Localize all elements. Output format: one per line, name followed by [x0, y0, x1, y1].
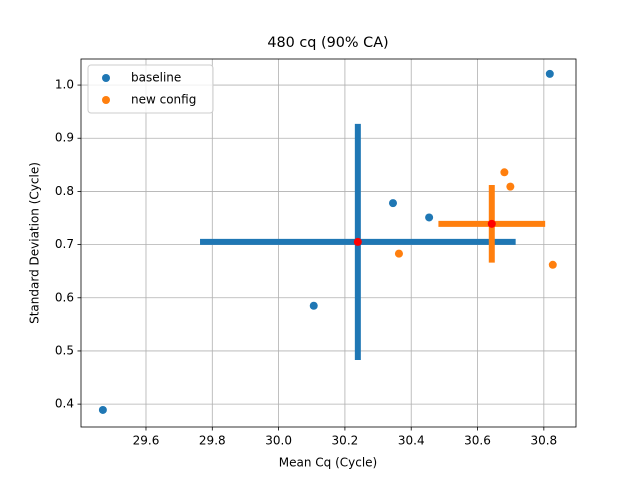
x-tick-label: 30.6 [464, 434, 491, 448]
legend-marker [102, 96, 110, 104]
legend-marker [102, 74, 110, 82]
x-tick-label: 30.8 [530, 434, 557, 448]
x-tick-label: 30.4 [398, 434, 425, 448]
x-tick-label: 29.6 [133, 434, 160, 448]
legend-box [87, 64, 214, 114]
legend: baseline new config [87, 64, 214, 114]
legend-label: baseline [131, 71, 181, 85]
x-tick-label: 30.2 [332, 434, 359, 448]
mean-point [353, 237, 362, 246]
point [98, 405, 107, 414]
point [548, 260, 557, 269]
chart-title: 480 cq (90% CA) [267, 35, 388, 51]
axes-frame [80, 58, 577, 428]
point [388, 199, 397, 208]
point [500, 168, 509, 177]
point [506, 182, 515, 191]
y-tick-label: 1.0 [55, 78, 74, 92]
y-tick-label: 0.9 [55, 131, 74, 145]
point [309, 301, 318, 310]
x-tick-label: 29.8 [199, 434, 226, 448]
y-tick-label: 0.5 [55, 343, 74, 357]
y-axis-label: Standard Deviation (Cycle) [28, 162, 42, 324]
x-tick-label: 30.0 [265, 434, 292, 448]
legend-label: new config [131, 93, 196, 107]
point [425, 213, 434, 222]
y-tick-label: 0.8 [55, 184, 74, 198]
point [394, 249, 403, 258]
point [545, 69, 554, 78]
y-tick-label: 0.4 [55, 397, 74, 411]
mean-point [487, 219, 496, 228]
x-axis-label: Mean Cq (Cycle) [279, 456, 377, 470]
y-tick-label: 0.6 [55, 290, 74, 304]
marks [98, 69, 557, 414]
y-tick-label: 0.7 [55, 237, 74, 251]
grid: 29.6 29.8 30.0 30.2 30.4 30.6 30.8 0.4 0.5 0.6 0.7… [55, 59, 576, 448]
